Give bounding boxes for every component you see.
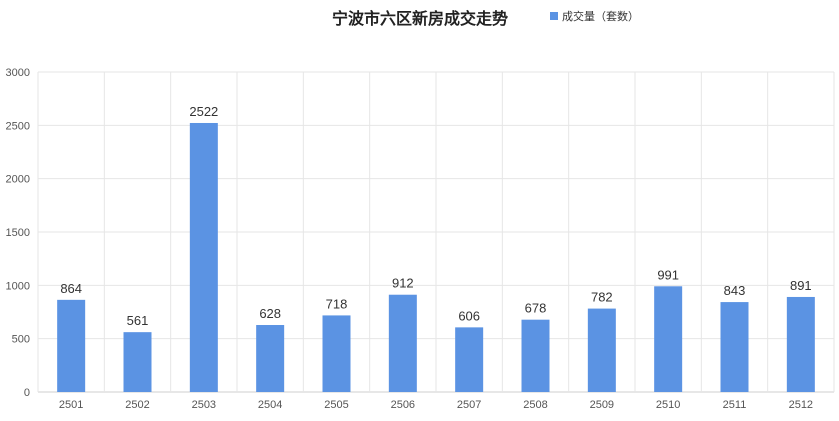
y-tick-label: 0 [24,387,30,399]
data-label: 891 [790,278,812,293]
bars [57,122,815,392]
y-tick-label: 3000 [6,67,30,79]
x-tick-label: 2504 [258,399,282,411]
x-tick-label: 2511 [723,399,747,411]
bar [57,299,86,392]
x-tick-label: 2503 [192,399,216,411]
bar [189,122,218,392]
bar [388,294,417,392]
y-tick-label: 1500 [6,227,30,239]
x-axis-ticks: 2501 2502 2503 2504 2505 2506 2507 2508 2509 2510… [59,399,813,411]
data-label: 628 [259,306,281,321]
bar [123,332,152,392]
bar [256,325,285,392]
data-label: 678 [525,301,547,316]
bar [654,286,683,392]
data-label: 991 [657,267,679,282]
data-label: 606 [458,308,480,323]
x-tick-label: 2507 [457,399,481,411]
bar [455,327,484,392]
legend-swatch [550,12,558,20]
bar [786,296,815,392]
x-tick-label: 2512 [789,399,813,411]
y-tick-label: 2000 [6,174,30,186]
bar [322,315,351,392]
y-tick-label: 500 [12,334,30,346]
x-tick-label: 2508 [523,399,547,411]
legend-label: 成交量（套数） [562,9,639,23]
chart-title: 宁波市六区新房成交走势 [332,9,508,28]
data-label: 782 [591,290,613,305]
x-tick-label: 2510 [656,399,680,411]
bar [720,302,749,392]
legend: 成交量（套数） [550,9,639,23]
grid [37,71,835,393]
x-tick-label: 2506 [391,399,415,411]
data-label: 561 [127,313,149,328]
x-tick-label: 2505 [324,399,348,411]
data-label: 843 [724,283,746,298]
data-label: 718 [326,296,348,311]
x-tick-label: 2502 [125,399,149,411]
x-tick-label: 2501 [59,399,83,411]
data-label: 2522 [189,104,218,119]
data-label: 912 [392,276,414,291]
x-tick-label: 2509 [590,399,614,411]
y-tick-label: 1000 [6,280,30,292]
bar [587,308,616,392]
data-labels: 864 561 2522 628 718 912 606 678 782 991 843 891 [60,104,811,328]
data-label: 864 [60,281,82,296]
y-tick-label: 2500 [6,120,30,132]
y-axis-ticks: 0 500 1000 1500 2000 2500 3000 [6,67,30,399]
bar [521,319,550,392]
